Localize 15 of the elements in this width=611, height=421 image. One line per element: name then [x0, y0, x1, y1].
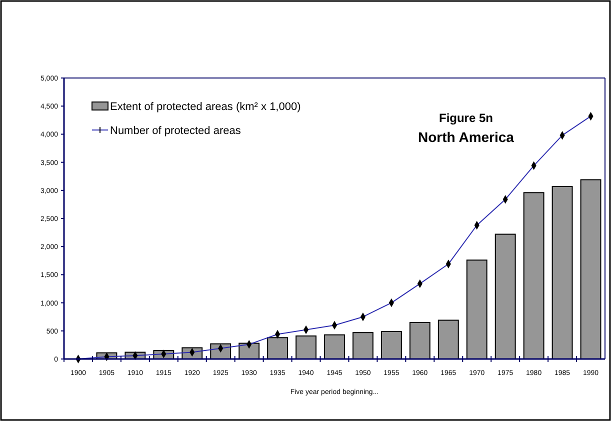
- bar: [523, 192, 544, 360]
- legend-label: Extent of protected areas (km² x 1,000): [110, 101, 301, 113]
- bar: [296, 335, 316, 360]
- bar: [552, 186, 573, 360]
- bar: [380, 330, 402, 360]
- legend-label: Number of protected areas: [110, 125, 242, 137]
- text: North America: [418, 129, 514, 145]
- text: Figure 5n: [438, 111, 494, 125]
- bar: [352, 332, 374, 360]
- bar: [438, 320, 459, 360]
- bar: [324, 334, 345, 360]
- bar: [494, 234, 516, 360]
- bar: [580, 179, 602, 360]
- bar: [409, 322, 430, 360]
- bar: [466, 260, 488, 360]
